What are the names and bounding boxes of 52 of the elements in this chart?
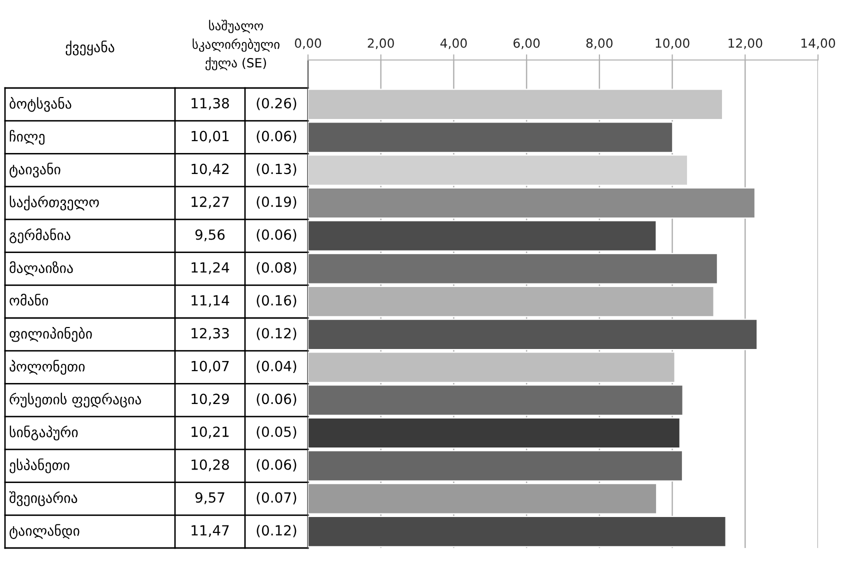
text: (0.12) bbox=[256, 524, 296, 538]
text: (0.08) bbox=[256, 262, 296, 274]
x2-tick-label: 6,00 bbox=[514, 38, 540, 50]
text: (0.05) bbox=[256, 426, 296, 439]
x2-tick-label: 12,00 bbox=[728, 38, 762, 50]
y-tick-label: ესპანეთი bbox=[10, 458, 70, 474]
text: (0.06) bbox=[256, 130, 296, 143]
text: (0.07) bbox=[256, 492, 296, 504]
text: (0.06) bbox=[256, 393, 296, 406]
y-tick-label: მალაიზია bbox=[10, 261, 73, 276]
text: (0.16) bbox=[256, 294, 296, 308]
y-tick-label: პოლონეთი bbox=[10, 360, 85, 375]
text: (0.04) bbox=[256, 360, 296, 373]
x2-tick-label: 2,00 bbox=[368, 38, 394, 50]
y-tick-label: ფილიპინები bbox=[10, 326, 92, 342]
x-axis-title: საშუალო სკალირებული ქულა (SE) bbox=[192, 20, 280, 70]
text: (0.19) bbox=[256, 196, 296, 209]
y-tick-label: საქართველო bbox=[10, 196, 99, 210]
data-label: 11,47 bbox=[192, 525, 229, 538]
y-axis-title: ქვეყანა bbox=[66, 40, 114, 56]
text: (0.06) bbox=[256, 459, 296, 472]
y-tick-label: ომანი bbox=[10, 294, 48, 306]
data-label: 11,24 bbox=[192, 262, 230, 274]
data-label: 10,29 bbox=[192, 394, 229, 406]
text: (0.06) bbox=[256, 229, 296, 242]
data-label: 10,07 bbox=[192, 360, 229, 373]
y-tick-label: გერმანია bbox=[10, 228, 70, 244]
x2-tick-label: 8,00 bbox=[586, 38, 613, 50]
data-label: 9,57 bbox=[195, 492, 224, 504]
x2-tick-label: 10,00 bbox=[656, 38, 690, 50]
data-label: 11,38 bbox=[192, 98, 229, 110]
data-label: 10,28 bbox=[192, 459, 229, 472]
y-tick-label: სინგაპური bbox=[10, 426, 78, 440]
text: (0.26) bbox=[256, 98, 296, 110]
x2-tick-label: 4,00 bbox=[440, 38, 467, 50]
y-tick-label: რუსეთის ფედრაცია bbox=[10, 392, 142, 408]
text: (0.13) bbox=[256, 163, 296, 176]
y-tick-label: ტაივანი bbox=[10, 162, 60, 178]
data-label: 12,33 bbox=[192, 328, 229, 340]
x2-tick-label: 14,00 bbox=[801, 38, 836, 50]
y-tick-label: შვეიცარია bbox=[9, 491, 78, 506]
data-label: 9,56 bbox=[195, 229, 225, 242]
x2-tick-label: 0,00 bbox=[294, 38, 322, 50]
data-label: 12,27 bbox=[192, 196, 229, 208]
data-label: 10,42 bbox=[192, 164, 228, 176]
data-label: 11,14 bbox=[192, 295, 230, 308]
data-label: 10,01 bbox=[192, 130, 229, 143]
y-tick-label: ტაილანდი bbox=[10, 524, 80, 539]
y-tick-label: ჩილე bbox=[10, 130, 44, 145]
text: (0.12) bbox=[256, 328, 296, 340]
y-tick-label: ბოტსვანა bbox=[10, 96, 72, 112]
data-label: 10,21 bbox=[192, 426, 229, 438]
